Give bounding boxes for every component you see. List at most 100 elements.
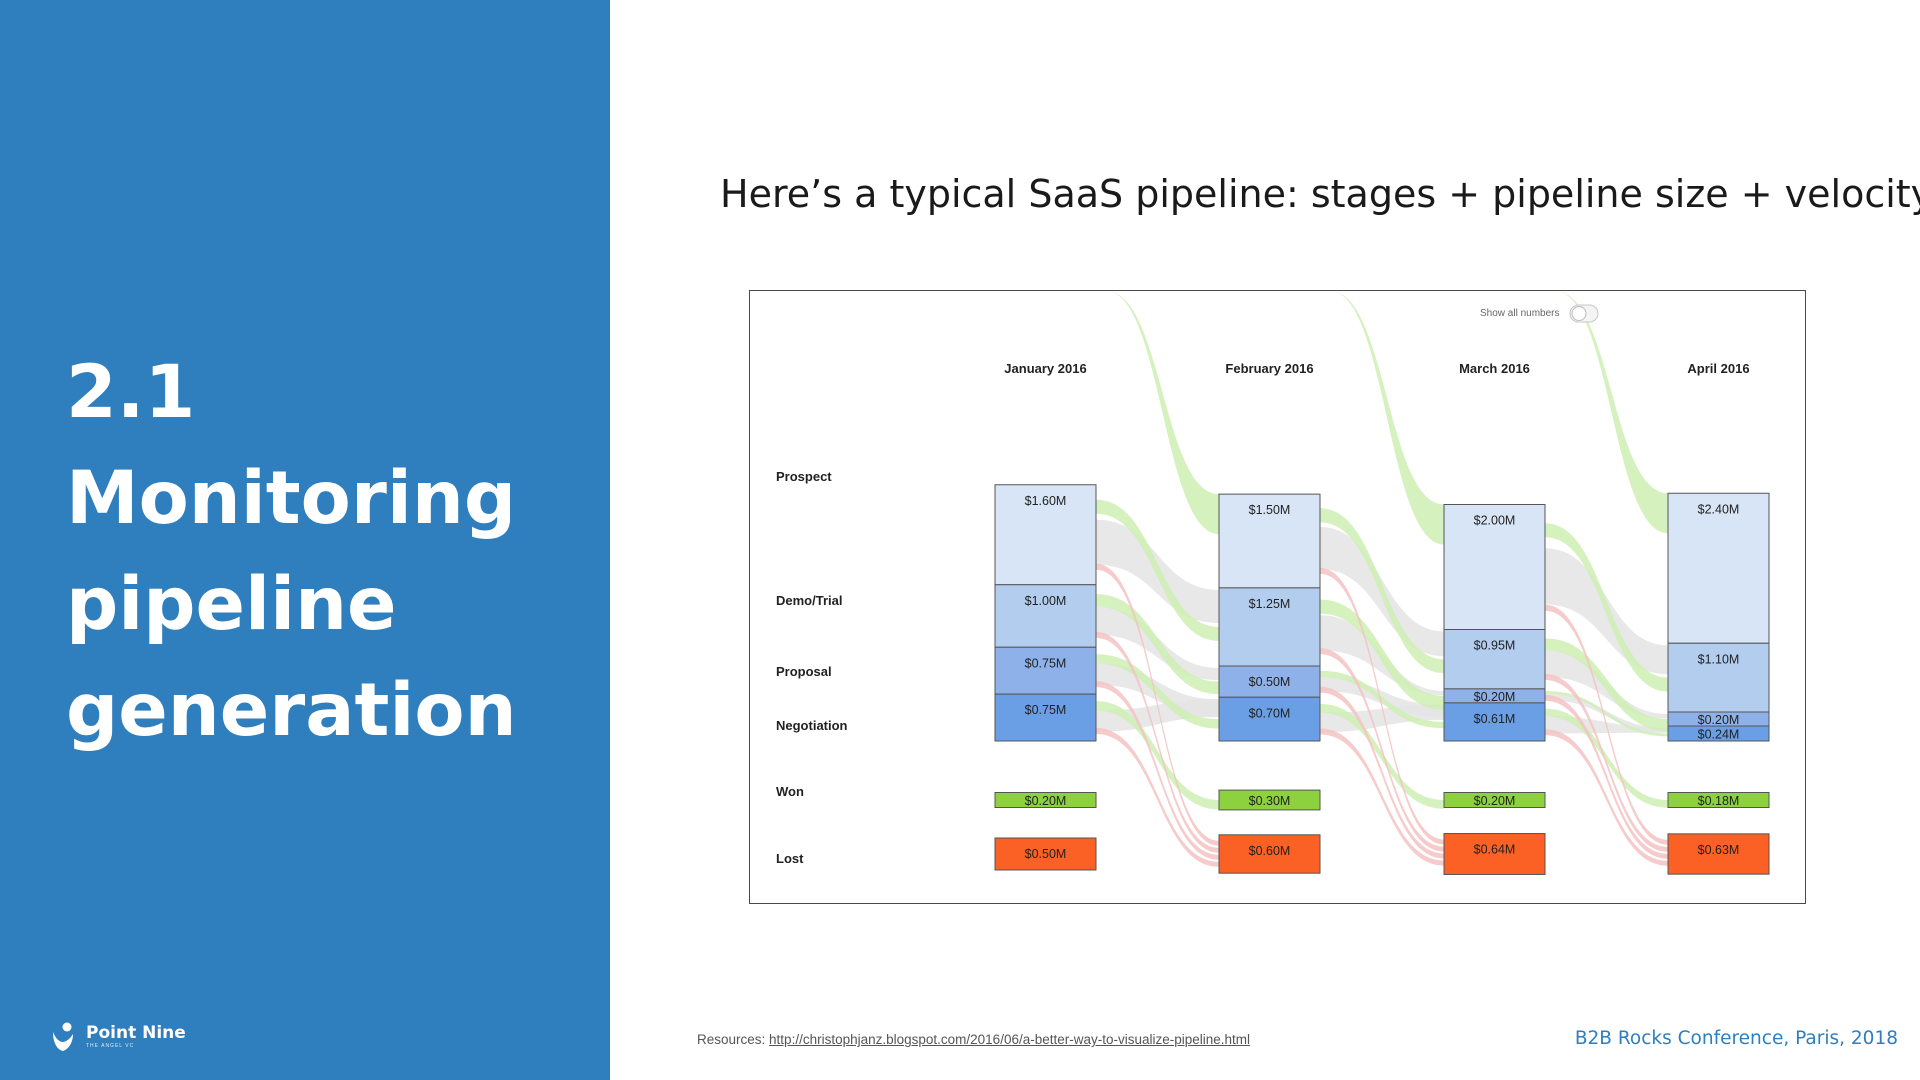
bar-won bbox=[1667, 792, 1770, 808]
flow-advance-negotiation bbox=[1320, 703, 1444, 809]
bar-lost bbox=[1443, 833, 1546, 875]
flow-new-pipeline bbox=[1330, 291, 1444, 545]
stage-label-won: Won bbox=[776, 784, 804, 799]
flow-lost-negotiation bbox=[1545, 729, 1668, 866]
bar-label-won: $0.18M bbox=[1698, 794, 1740, 808]
stage-label-demo-trial: Demo/Trial bbox=[776, 593, 842, 608]
point-nine-logo-icon bbox=[53, 1022, 73, 1051]
bar-negotiation bbox=[1218, 696, 1321, 742]
flow-lost-negotiation bbox=[1096, 727, 1219, 867]
pipeline-chart: Show all numbers Prospect Demo/Trial Propos… bbox=[776, 291, 1770, 875]
flow-advance-negotiation bbox=[1096, 701, 1219, 810]
bar-label-demo-trial: $1.25M bbox=[1249, 597, 1291, 611]
resources-note: Resources: http://christophjanz.blogspot… bbox=[697, 1032, 1250, 1047]
point-nine-logo: Point Nine THE ANGEL VC bbox=[50, 1022, 186, 1052]
flow-lost-proposal bbox=[1096, 681, 1219, 860]
bar-label-demo-trial: $1.00M bbox=[1025, 594, 1067, 608]
flow-lost-negotiation bbox=[1320, 728, 1444, 866]
slide-heading: Here’s a typical SaaS pipeline: stages +… bbox=[720, 172, 1920, 216]
bar-label-lost: $0.60M bbox=[1249, 844, 1291, 858]
logo-name: Point Nine bbox=[86, 1023, 186, 1043]
flow-carry-negotiation bbox=[1320, 704, 1444, 733]
pipeline-chart-frame: Show all numbers Prospect Demo/Trial Propos… bbox=[749, 290, 1806, 904]
bar-label-negotiation: $0.24M bbox=[1698, 728, 1740, 742]
stage-label-negotiation: Negotiation bbox=[776, 718, 848, 733]
flow-lost-demo-trial bbox=[1545, 673, 1668, 852]
bar-proposal bbox=[994, 646, 1097, 695]
bar-prospect bbox=[1667, 492, 1770, 644]
period-header-february-2016: February 2016 bbox=[1225, 361, 1313, 376]
bar-prospect bbox=[1443, 504, 1546, 630]
conference-footer: B2B Rocks Conference, Paris, 2018 bbox=[1574, 1028, 1898, 1049]
flow-advance-proposal bbox=[1320, 670, 1444, 729]
bar-label-prospect: $1.50M bbox=[1249, 503, 1291, 517]
bar-proposal bbox=[1218, 665, 1321, 698]
section-title-line: generation bbox=[66, 668, 517, 753]
bar-won bbox=[1218, 789, 1321, 811]
flow-lost-prospect bbox=[1096, 563, 1219, 846]
period-header-january-2016: January 2016 bbox=[1004, 361, 1086, 376]
flow-advance-prospect bbox=[1096, 499, 1219, 641]
flow-lost-proposal bbox=[1320, 686, 1444, 859]
flow-advance-demo-trial bbox=[1320, 599, 1444, 710]
flow-lost-proposal bbox=[1545, 694, 1668, 859]
flow-carry-negotiation bbox=[1096, 699, 1219, 732]
bar-label-proposal: $0.20M bbox=[1698, 713, 1740, 727]
bar-negotiation bbox=[1443, 702, 1546, 742]
stage-label-prospect: Prospect bbox=[776, 469, 832, 484]
bar-label-proposal: $0.20M bbox=[1474, 690, 1516, 704]
bar-label-won: $0.30M bbox=[1249, 794, 1291, 808]
section-title-line: pipeline bbox=[66, 562, 397, 647]
flow-lost-demo-trial bbox=[1096, 631, 1219, 853]
bar-label-proposal: $0.75M bbox=[1025, 656, 1067, 670]
bar-lost bbox=[1667, 833, 1770, 875]
bar-label-lost: $0.64M bbox=[1474, 843, 1516, 857]
bar-demo-trial bbox=[994, 584, 1097, 648]
flow-advance-demo-trial bbox=[1096, 594, 1219, 695]
stage-label-lost: Lost bbox=[776, 851, 804, 866]
bar-label-negotiation: $0.75M bbox=[1025, 703, 1067, 717]
period-header-march-2016: March 2016 bbox=[1459, 361, 1530, 376]
section-title-line: Monitoring bbox=[66, 456, 517, 541]
bar-prospect bbox=[1218, 493, 1321, 589]
flow-lost-demo-trial bbox=[1320, 648, 1444, 852]
bar-label-demo-trial: $0.95M bbox=[1474, 639, 1516, 653]
flow-advance-prospect bbox=[1545, 523, 1668, 692]
bar-won bbox=[1443, 792, 1546, 808]
sidebar-panel: 2.1 Monitoring pipeline generation Point… bbox=[0, 0, 610, 1080]
show-all-numbers-label: Show all numbers bbox=[1480, 308, 1559, 319]
bar-demo-trial bbox=[1443, 629, 1546, 690]
bar-label-won: $0.20M bbox=[1025, 794, 1067, 808]
flow-advance-prospect bbox=[1320, 508, 1444, 674]
section-title-line: 2.1 bbox=[66, 350, 196, 435]
bar-label-negotiation: $0.61M bbox=[1474, 712, 1516, 726]
bar-won bbox=[994, 792, 1097, 808]
section-title: 2.1 Monitoring pipeline generation bbox=[66, 340, 586, 764]
flow-lost-prospect bbox=[1320, 567, 1444, 845]
bar-label-prospect: $2.00M bbox=[1474, 514, 1516, 528]
bar-label-prospect: $2.40M bbox=[1698, 502, 1740, 516]
flow-advance-proposal bbox=[1545, 690, 1668, 737]
bar-label-negotiation: $0.70M bbox=[1249, 706, 1291, 720]
bar-prospect bbox=[994, 484, 1097, 586]
bar-negotiation bbox=[1667, 725, 1770, 742]
flow-new-pipeline bbox=[1555, 291, 1668, 534]
bar-label-won: $0.20M bbox=[1474, 794, 1516, 808]
flow-advance-negotiation bbox=[1545, 708, 1668, 808]
bar-negotiation bbox=[994, 693, 1097, 742]
bar-lost bbox=[1218, 834, 1321, 874]
bar-label-prospect: $1.60M bbox=[1025, 494, 1067, 508]
bar-label-proposal: $0.50M bbox=[1249, 675, 1291, 689]
resources-link[interactable]: http://christophjanz.blogspot.com/2016/0… bbox=[769, 1032, 1251, 1047]
bar-label-lost: $0.50M bbox=[1025, 847, 1067, 861]
toggle-knob bbox=[1571, 306, 1587, 321]
flow-lost-prospect bbox=[1545, 604, 1668, 845]
bar-label-lost: $0.63M bbox=[1698, 843, 1740, 857]
flow-advance-demo-trial bbox=[1545, 638, 1668, 731]
flow-new-pipeline bbox=[1106, 291, 1219, 535]
logo-subtitle: THE ANGEL VC bbox=[86, 1043, 135, 1049]
flow-advance-proposal bbox=[1096, 654, 1219, 729]
resources-label: Resources: bbox=[697, 1032, 766, 1047]
period-header-april-2016: April 2016 bbox=[1687, 361, 1749, 376]
bar-label-demo-trial: $1.10M bbox=[1698, 652, 1740, 666]
